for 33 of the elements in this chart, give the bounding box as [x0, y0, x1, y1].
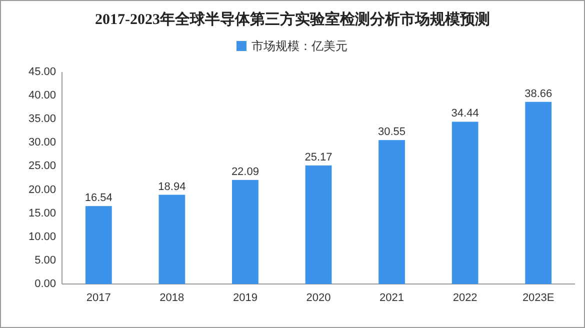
bar [378, 140, 405, 284]
y-tick-label: 25.00 [28, 160, 56, 172]
y-tick-label: 45.00 [28, 66, 56, 78]
bar [452, 122, 478, 284]
x-tick-label: 2017 [86, 292, 111, 304]
data-label: 30.55 [378, 126, 406, 138]
y-tick-label: 40.00 [28, 90, 56, 102]
y-tick-label: 15.00 [28, 207, 56, 220]
y-tick-label: 5.00 [34, 254, 56, 266]
data-label: 16.54 [84, 192, 112, 204]
bar [158, 194, 186, 284]
data-label: 34.44 [451, 108, 479, 120]
y-tick-label: 30.00 [28, 136, 56, 149]
x-tick-label: 2018 [160, 292, 184, 304]
x-tick-label: 2020 [306, 292, 331, 304]
legend-label: 市场规模：亿美元 [252, 39, 348, 53]
y-tick-label: 20.00 [28, 184, 56, 196]
data-label: 22.09 [231, 166, 259, 178]
y-tick-label: 0.00 [34, 278, 56, 290]
y-tick-label: 10.00 [28, 230, 56, 243]
bar [305, 165, 332, 284]
bar [232, 180, 258, 284]
chart-title: 2017-2023年全球半导体第三方实验室检测分析市场规模预测 [95, 10, 490, 28]
x-tick-label: 2019 [232, 292, 258, 304]
x-tick-label: 2022 [452, 292, 478, 304]
x-tick-label: 2023E [522, 292, 554, 304]
data-label: 38.66 [524, 88, 552, 100]
data-label: 18.94 [158, 180, 186, 193]
bar [525, 102, 552, 284]
x-tick-label: 2021 [380, 292, 404, 304]
y-tick-label: 35.00 [28, 113, 56, 126]
bar [85, 206, 112, 284]
data-label: 25.17 [304, 151, 332, 164]
